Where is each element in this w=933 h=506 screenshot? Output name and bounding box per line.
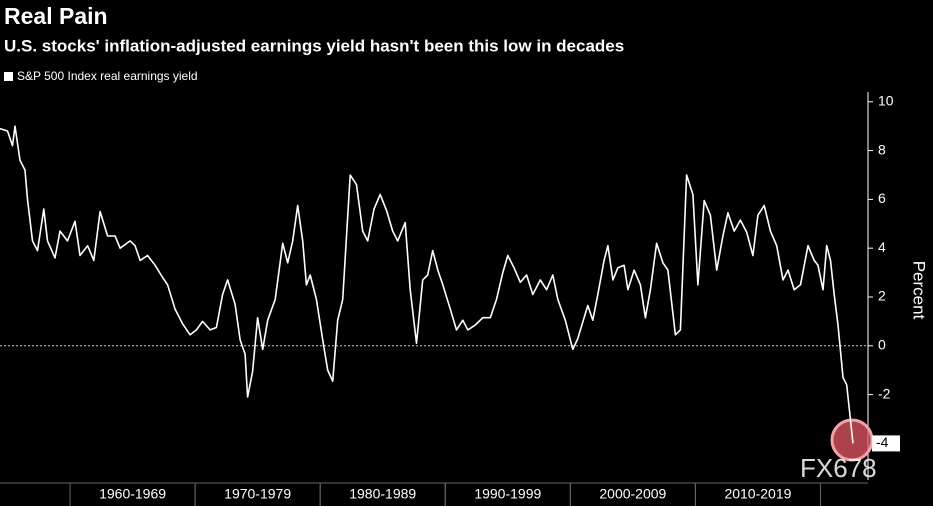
x-tick-label: 1980-1989 — [349, 486, 416, 502]
x-tick-label: 1970-1979 — [224, 486, 291, 502]
chart-subtitle: U.S. stocks' inflation-adjusted earnings… — [4, 36, 624, 55]
x-tick-label: 1990-1999 — [474, 486, 541, 502]
x-tick-label: 2010-2019 — [724, 486, 791, 502]
chart-title: Real Pain — [4, 3, 108, 29]
y-tick-label: 6 — [878, 190, 886, 206]
watermark: FX678 — [800, 453, 877, 483]
y-tick-label: -2 — [878, 385, 891, 401]
y-tick-label: 0 — [878, 336, 886, 352]
y-tick-label: 4 — [878, 239, 886, 255]
x-tick-label: 1960-1969 — [99, 486, 166, 502]
legend-label: S&P 500 Index real earnings yield — [17, 69, 198, 83]
data-line — [0, 125, 854, 444]
y-tick-label: 8 — [878, 141, 886, 157]
x-tick-label: 2000-2009 — [599, 486, 666, 502]
y-axis-label: Percent — [910, 261, 929, 320]
legend-swatch — [4, 72, 13, 81]
end-label: -4 — [876, 434, 889, 450]
end-label-box — [872, 435, 900, 452]
y-tick-label: 10 — [878, 92, 894, 108]
y-tick-label: 2 — [878, 288, 886, 304]
